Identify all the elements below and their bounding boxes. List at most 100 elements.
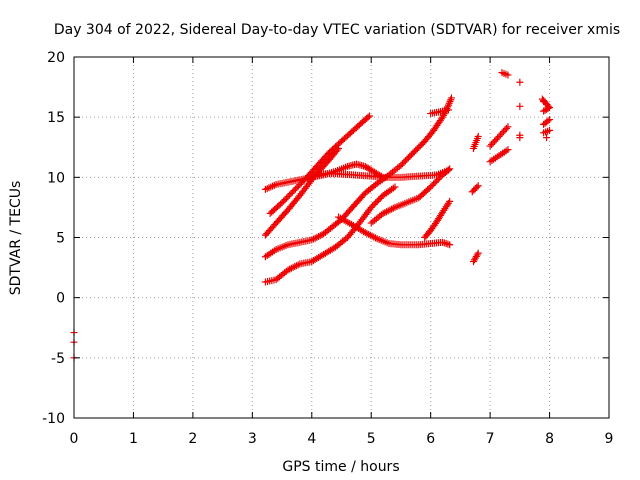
- data-point: [492, 136, 500, 144]
- grid-lines: [74, 57, 609, 418]
- y-tick-label: 10: [47, 170, 65, 186]
- y-tick-label: 5: [56, 231, 65, 247]
- x-tick-label: 9: [605, 431, 614, 447]
- data-point: [281, 196, 289, 204]
- data-point: [444, 166, 452, 174]
- data-point: [468, 188, 476, 196]
- x-tick-label: 0: [70, 431, 79, 447]
- data-point: [416, 142, 424, 150]
- data-point: [294, 182, 302, 190]
- data-point: [289, 263, 297, 271]
- x-tick-label: 8: [545, 431, 554, 447]
- data-point: [406, 152, 414, 160]
- data-point: [543, 101, 551, 109]
- data-point: [379, 209, 387, 217]
- data-point: [404, 154, 412, 162]
- data-point: [375, 196, 383, 204]
- data-point: [299, 178, 307, 186]
- data-point: [499, 128, 507, 136]
- data-point: [409, 149, 417, 157]
- data-point: [473, 251, 481, 259]
- data-point: [415, 143, 423, 151]
- data-point: [391, 183, 399, 191]
- data-point: [373, 197, 381, 205]
- data-point: [363, 230, 371, 238]
- data-point: [447, 94, 455, 102]
- data-point: [412, 146, 420, 154]
- data-point: [400, 158, 408, 166]
- data-point: [488, 140, 496, 148]
- data-point: [364, 113, 372, 121]
- data-point: [444, 240, 452, 248]
- data-point: [284, 193, 292, 201]
- data-point: [315, 232, 323, 240]
- data-point: [283, 194, 291, 202]
- data-point: [370, 233, 378, 241]
- data-point: [388, 205, 396, 213]
- data-point: [445, 106, 452, 114]
- data-point: [311, 234, 319, 242]
- data-point: [384, 207, 392, 215]
- data-point: [371, 234, 379, 242]
- data-point: [413, 145, 421, 153]
- data-point: [428, 181, 436, 189]
- data-point: [309, 235, 317, 243]
- data-point: [386, 206, 394, 214]
- data-point: [504, 71, 512, 79]
- x-tick-label: 3: [248, 431, 257, 447]
- data-point: [544, 102, 552, 110]
- data-points: [70, 69, 554, 362]
- x-tick-label: 2: [188, 431, 197, 447]
- x-tick-label: 1: [129, 431, 138, 447]
- data-point: [285, 191, 293, 199]
- data-point: [365, 112, 373, 120]
- data-point: [436, 174, 444, 182]
- data-point: [287, 190, 295, 198]
- data-point: [308, 236, 316, 244]
- data-point: [502, 124, 510, 132]
- data-point: [403, 155, 411, 163]
- data-point: [398, 160, 406, 168]
- data-point: [368, 232, 376, 240]
- data-point: [444, 103, 452, 111]
- data-point: [372, 199, 380, 207]
- data-point: [278, 199, 286, 207]
- data-point: [540, 98, 548, 106]
- data-point: [489, 139, 497, 147]
- x-axis-ticks: 0 1 2 3 4 5 6 7 8 9: [70, 57, 614, 447]
- data-point: [291, 185, 299, 193]
- data-point: [293, 184, 301, 192]
- data-point: [495, 132, 503, 140]
- data-point: [369, 202, 377, 210]
- data-point: [498, 129, 506, 137]
- x-tick-label: 7: [486, 431, 495, 447]
- data-point: [292, 262, 300, 270]
- data-point: [446, 197, 454, 205]
- y-tick-label: -10: [42, 411, 65, 427]
- data-point: [546, 116, 554, 124]
- x-axis-label: GPS time / hours: [282, 459, 399, 475]
- data-point: [291, 263, 299, 271]
- y-axis-ticks: -10 -5 0 5 10 15 20: [42, 50, 609, 427]
- data-point: [284, 266, 292, 274]
- data-point: [427, 183, 435, 191]
- data-point: [286, 265, 294, 273]
- data-point: [433, 177, 441, 185]
- data-point: [313, 233, 321, 241]
- y-tick-label: 20: [47, 50, 65, 66]
- data-point: [389, 184, 397, 192]
- data-point: [342, 235, 350, 243]
- data-point: [431, 178, 439, 186]
- data-point: [367, 203, 375, 211]
- data-point: [418, 140, 426, 148]
- data-point: [546, 126, 554, 134]
- data-point: [365, 230, 373, 238]
- data-point: [504, 123, 512, 131]
- data-point: [434, 175, 442, 183]
- data-point: [407, 151, 415, 159]
- data-point: [381, 209, 389, 217]
- data-point: [401, 157, 409, 165]
- data-point: [494, 134, 502, 142]
- data-point: [280, 197, 288, 205]
- data-point: [516, 102, 524, 110]
